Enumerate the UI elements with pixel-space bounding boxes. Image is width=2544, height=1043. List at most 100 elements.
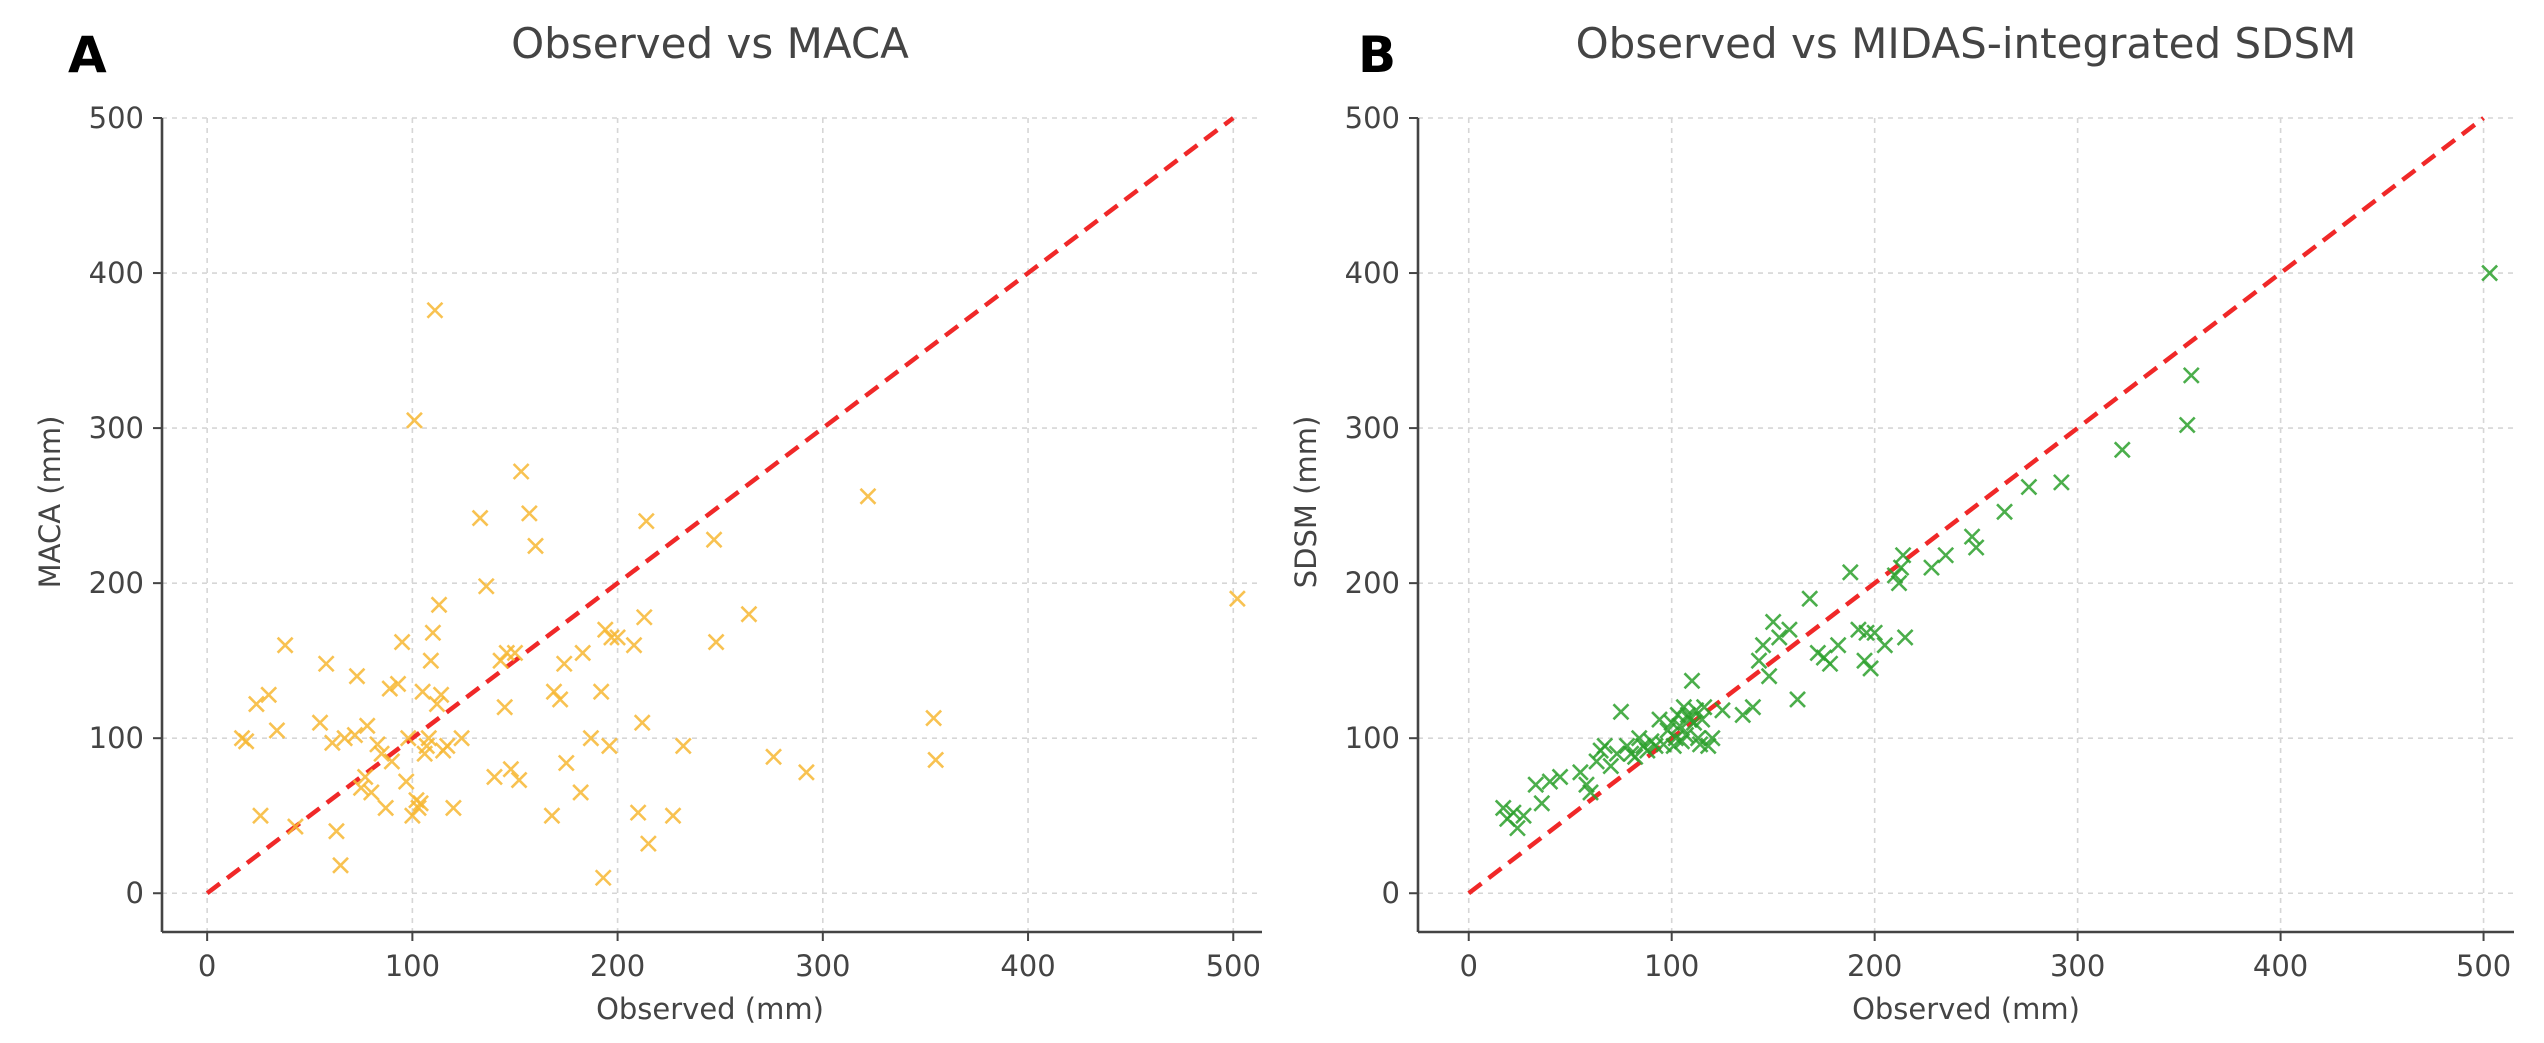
chart-a-point-84 [740,605,758,623]
chart-a-point-75 [629,804,647,822]
chart-a-point-54 [502,760,520,778]
chart-a-point-5 [268,722,286,739]
chart-b-point-83 [2178,416,2196,434]
chart-a-point-87 [859,487,877,505]
chart-b-y-tick-label-100: 100 [1345,721,1400,755]
chart-a-point-15 [348,667,366,685]
chart-a-point-58 [520,504,538,522]
chart-a-x-tick-label-100: 100 [385,949,440,983]
chart-b-y-axis-label: SDSM (mm) [1289,416,1323,589]
chart-a-point-28 [399,729,417,747]
chart-b-point-66 [1858,624,1875,642]
chart-a-y-axis-label: MACA (mm) [33,416,67,589]
chart-b-point-33 [1671,717,1689,735]
chart-b-point-7 [1541,773,1559,791]
chart-a-point-33 [412,794,430,812]
chart-a-point-89 [927,751,945,769]
chart-a-point-80 [664,807,682,825]
chart-b-reference-line-group [1467,116,2485,896]
chart-a-point-14 [346,726,364,744]
chart-a-point-53 [498,644,516,662]
chart-b-point-53 [1760,667,1778,685]
chart-a-point-23 [381,680,399,697]
chart-b-y-ticks: 0 100 200 300 400 500 [1345,101,1418,910]
chart-a-y-tick-label-300: 300 [89,411,144,445]
chart-b-point-55 [1770,628,1788,646]
chart-a-y-tick-label-200: 200 [89,566,144,600]
chart-a-x-tick-label-0: 0 [198,949,216,983]
chart-a-point-32 [410,799,427,817]
chart-b-point-78 [1967,539,1985,556]
chart-a-point-38 [422,652,440,670]
chart-a-point-42 [430,596,448,614]
chart-a-point-81 [674,737,692,755]
chart-a-point-2 [247,695,265,713]
chart-a-point-60 [543,807,561,825]
chart-a-title: Observed vs MACA [511,19,909,68]
chart-b-point-82 [2113,441,2131,459]
panel-label-a: A [68,26,107,84]
chart-a-point-46 [444,799,462,817]
chart-b-point-4 [1515,807,1532,825]
chart-a-point-64 [557,754,575,772]
chart-b-point-56 [1781,621,1798,639]
chart-a-point-26 [393,633,411,651]
chart-b-point-39 [1683,672,1701,690]
chart-a-point-71 [600,737,618,755]
chart-a-point-41 [428,695,446,713]
chart-a-point-22 [377,799,395,817]
chart-a: A Observed vs MACA 0 100 200 300 400 500 0 100… [33,19,1262,1026]
chart-a-x-ticks: 0 100 200 300 400 500 [198,932,1261,983]
chart-a-point-69 [594,869,612,887]
chart-b-point-84 [2182,366,2200,384]
chart-b-point-76 [1937,546,1955,564]
chart-b-point-17 [1612,703,1630,721]
chart-b-point-23 [1638,742,1656,760]
chart-a-point-90 [1228,590,1246,608]
chart-a-point-78 [637,512,655,530]
chart-b: B Observed vs MIDAS-integrated SDSM 0 100… [1289,19,2514,1026]
chart-a-point-6 [276,636,294,654]
chart-b-point-5 [1527,776,1545,794]
chart-a-point-82 [705,531,723,549]
chart-a-point-19 [362,784,380,801]
chart-b-point-26 [1651,711,1668,729]
chart-b-gridlines [1418,117,2514,932]
chart-b-point-51 [1750,652,1768,670]
chart-a-x-tick-label-400: 400 [1000,949,1055,983]
chart-b-y-tick-label-500: 500 [1345,101,1400,135]
chart-a-point-83 [707,633,725,651]
chart-b-reference-line [1467,116,2485,896]
chart-a-y-tick-label-400: 400 [89,256,144,290]
chart-a-point-45 [438,737,456,755]
chart-b-point-67 [1862,659,1880,677]
chart-a-point-57 [512,463,530,480]
chart-b-x-tick-label-0: 0 [1460,949,1478,983]
chart-a-point-74 [625,636,643,654]
chart-a-points [233,301,1246,887]
chart-b-point-77 [1963,528,1981,546]
chart-a-point-50 [486,768,503,786]
chart-a-point-73 [609,628,627,646]
chart-b-point-61 [1821,655,1839,673]
chart-b-point-3 [1509,819,1526,837]
chart-a-point-25 [389,675,407,693]
chart-a-point-55 [506,644,524,662]
chart-a-point-24 [383,753,401,770]
chart-a-x-tick-label-500: 500 [1206,949,1261,983]
chart-b-point-12 [1588,753,1606,770]
chart-a-point-76 [633,714,651,732]
chart-b-x-tick-label-100: 100 [1644,949,1699,983]
chart-a-point-59 [527,537,544,555]
chart-b-point-57 [1789,691,1806,708]
chart-b-point-68 [1866,624,1884,642]
chart-b-point-2 [1504,804,1522,822]
chart-a-point-66 [574,644,592,662]
chart-b-point-11 [1582,784,1599,801]
chart-a-point-49 [477,577,495,595]
chart-b-point-47 [1703,729,1721,747]
chart-a-point-85 [765,748,782,766]
chart-a-point-1 [237,732,255,750]
chart-a-point-63 [555,655,573,673]
chart-a-y-tick-label-100: 100 [89,721,144,755]
